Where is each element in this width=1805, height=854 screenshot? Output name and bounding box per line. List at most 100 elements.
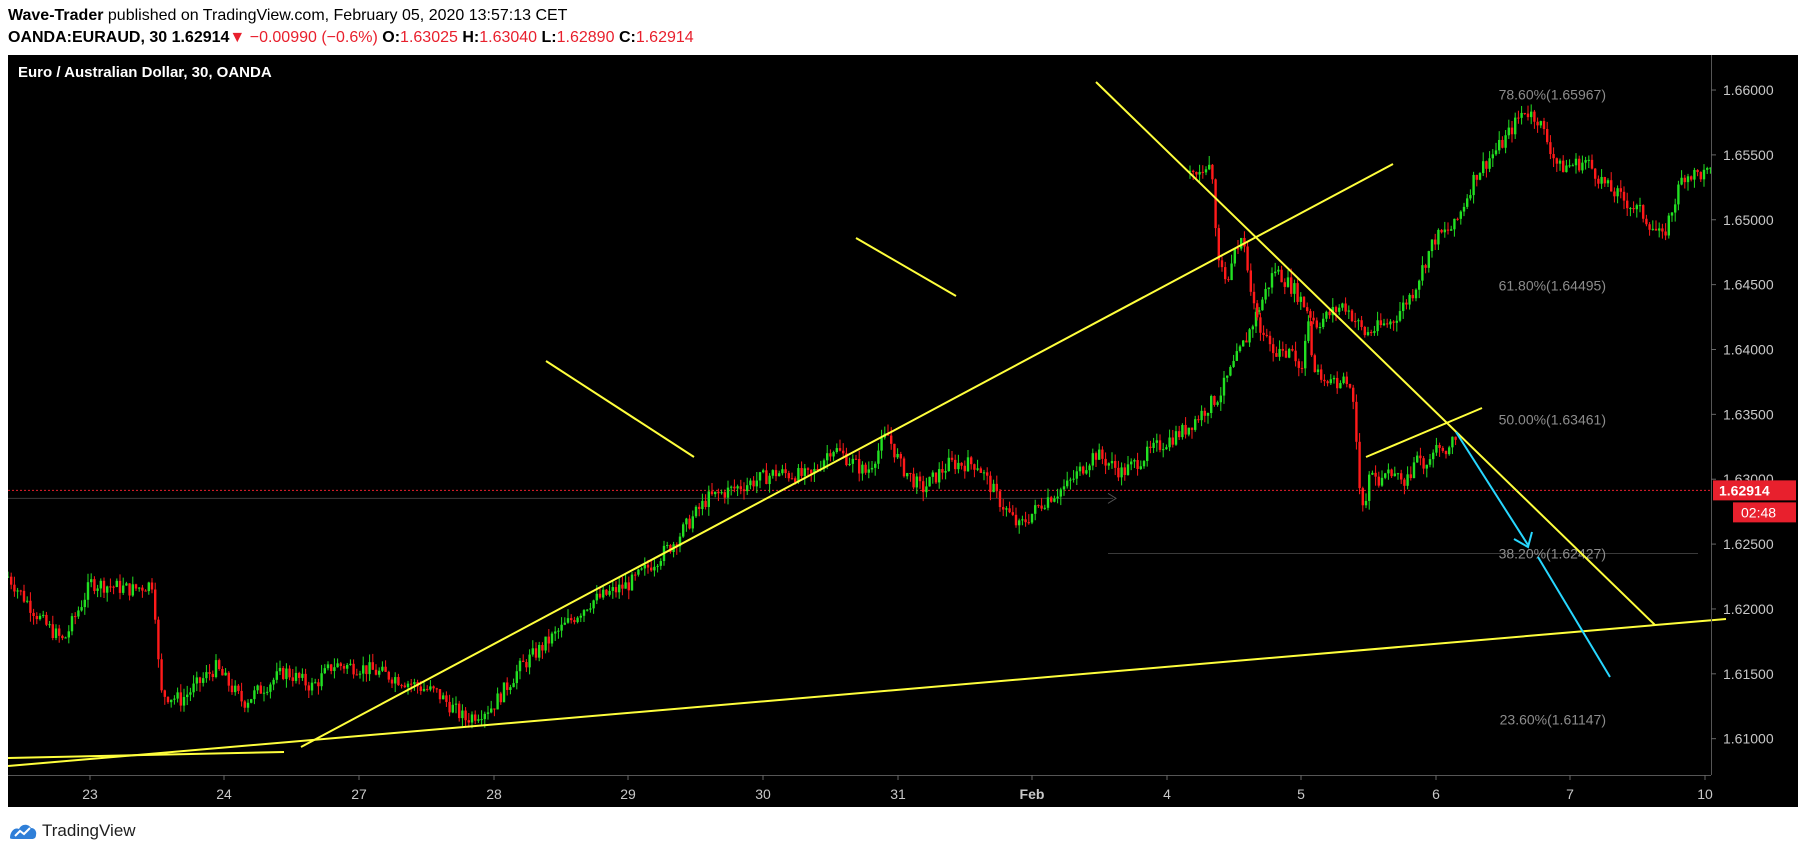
fib-level-label: 38.20%(1.62427) (1499, 546, 1606, 562)
trendline-lower-base-line (8, 751, 285, 759)
candle-body (835, 448, 838, 453)
candle-body (1539, 121, 1542, 126)
candle-body (304, 673, 307, 686)
candle-body (643, 564, 646, 569)
candle-body (1693, 169, 1696, 180)
candle-body (1469, 195, 1472, 199)
candle-body (1658, 228, 1661, 231)
candle-body (150, 582, 154, 590)
candle-body (1264, 289, 1267, 300)
candle-body (650, 567, 653, 571)
candle-body (214, 660, 218, 678)
candle-body (16, 590, 19, 592)
candle-body (1409, 474, 1412, 479)
candle-body (1520, 112, 1523, 118)
candle-body (1336, 377, 1339, 389)
candle-body (326, 664, 330, 669)
candle-body (678, 536, 682, 547)
candle-body (797, 468, 800, 483)
candle-body (1261, 299, 1264, 311)
candle-body (269, 684, 272, 692)
candle-body (1313, 355, 1316, 373)
last-price-badge (1713, 480, 1796, 501)
price-tick-label: 1.65500 (1723, 147, 1774, 163)
candle-body (1066, 480, 1069, 487)
author-name[interactable]: Wave-Trader (8, 7, 104, 24)
candle-body (93, 579, 96, 591)
candle-body (704, 500, 707, 508)
time-tick-label: Feb (1020, 786, 1045, 802)
candle-body (259, 685, 262, 694)
candle-body (1197, 419, 1200, 421)
candle-body (589, 608, 592, 610)
candle-body (982, 472, 986, 474)
candle-body (1437, 229, 1440, 245)
candle-body (1037, 505, 1040, 507)
candle-body (726, 487, 730, 498)
candle-body (1334, 307, 1338, 312)
candle-body (154, 589, 157, 620)
candle-body (1268, 335, 1272, 345)
candle-body (138, 587, 141, 589)
price-tick-label: 1.65000 (1723, 212, 1774, 228)
candle-body (1590, 159, 1594, 169)
candle-body (486, 712, 490, 714)
candle-body (1424, 265, 1427, 268)
candle-body (1683, 177, 1686, 183)
candle-body (854, 458, 858, 460)
candle-body (1232, 360, 1235, 367)
candle-body (509, 687, 512, 690)
candle-body (640, 568, 643, 570)
candle-body (1184, 424, 1187, 435)
tradingview-logo-icon[interactable] (8, 820, 38, 842)
candle-body (800, 468, 803, 476)
chart-panel[interactable]: Euro / Australian Dollar, 30, OANDA 78.60… (8, 55, 1798, 807)
candle-body (448, 701, 451, 713)
candle-body (1382, 323, 1386, 326)
candle-body (371, 662, 374, 670)
candle-body (432, 686, 435, 689)
candle-body (1094, 453, 1098, 460)
price-chart[interactable]: Euro / Australian Dollar, 30, OANDA 78.60… (8, 55, 1798, 807)
candle-body (483, 713, 486, 720)
candle-body (918, 476, 922, 482)
candle-body (342, 666, 346, 669)
candle-body (1446, 229, 1450, 231)
candle-body (442, 695, 445, 700)
candle-body (845, 453, 848, 466)
candle-body (1158, 440, 1162, 450)
candle-body (1405, 302, 1408, 305)
candle-body (1584, 160, 1587, 163)
candle-body (282, 667, 285, 679)
candle-body (400, 685, 403, 687)
candle-body (458, 703, 461, 719)
candle-body (141, 587, 144, 591)
footer-brand[interactable]: TradingView (42, 821, 136, 840)
candle-body (294, 672, 298, 681)
candle-body (576, 617, 579, 623)
candle-body (874, 463, 877, 468)
candle-body (413, 682, 416, 685)
candle-body (1414, 289, 1418, 299)
candle-body (506, 682, 509, 690)
candle-body (1466, 198, 1469, 207)
candle-body (1219, 395, 1222, 403)
candle-body (147, 582, 150, 592)
candle-body (1517, 117, 1520, 119)
candle-body (346, 664, 349, 669)
candle-body (99, 580, 102, 589)
candle-body (1178, 431, 1181, 438)
candle-body (115, 580, 118, 587)
candle-body (1139, 466, 1142, 469)
candle-body (685, 518, 688, 525)
candle-body (912, 473, 915, 488)
candle-body (330, 664, 333, 672)
candle-body (1329, 379, 1332, 384)
candle-body (208, 672, 211, 674)
candle-body (1661, 228, 1664, 232)
candle-body (1389, 321, 1392, 325)
candle-body (1326, 381, 1329, 384)
candle-body (237, 685, 240, 691)
candle-body (957, 462, 960, 470)
candle-body (1352, 387, 1355, 402)
